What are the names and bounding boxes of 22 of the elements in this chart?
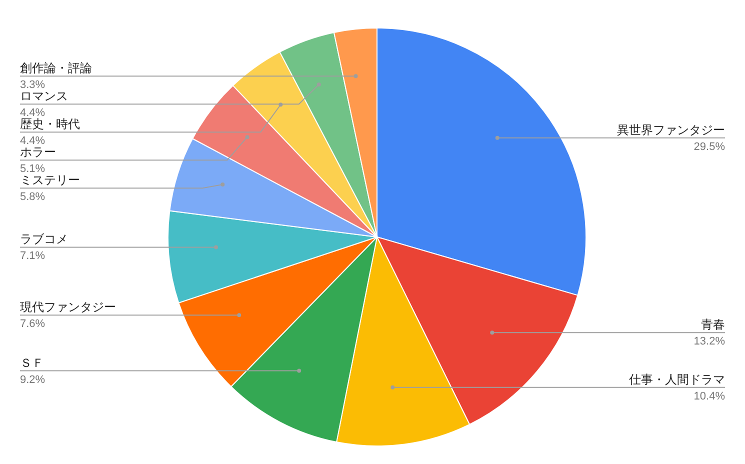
slice-label: ラブコメ (20, 232, 68, 246)
slice-label: 異世界ファンタジー (617, 122, 725, 137)
slice-label: ホラー (20, 145, 56, 160)
slice-label: 創作論・評論 (20, 61, 92, 76)
slice-label: 青春 (701, 318, 725, 332)
data-label: 13.2% (694, 336, 726, 348)
data-label: 29.5% (694, 140, 726, 153)
data-label: 9.2% (20, 374, 46, 386)
data-label: 4.4% (20, 135, 46, 148)
data-label: 3.3% (20, 79, 46, 92)
slice-label: 現代ファンタジー (20, 300, 116, 314)
data-label: 5.8% (20, 191, 46, 204)
slice-label: ロマンス (20, 89, 68, 104)
slice-label: ミステリー (20, 173, 80, 188)
data-label: 4.4% (20, 107, 46, 120)
data-label: 5.1% (20, 163, 46, 176)
slice-label: ＳＦ (20, 356, 44, 370)
slice-label: 歴史・時代 (20, 117, 80, 132)
data-label: 7.6% (20, 318, 46, 330)
slice-label: 仕事・人間ドラマ (628, 372, 725, 386)
data-label: 7.1% (20, 250, 46, 262)
data-label: 10.4% (694, 390, 726, 402)
